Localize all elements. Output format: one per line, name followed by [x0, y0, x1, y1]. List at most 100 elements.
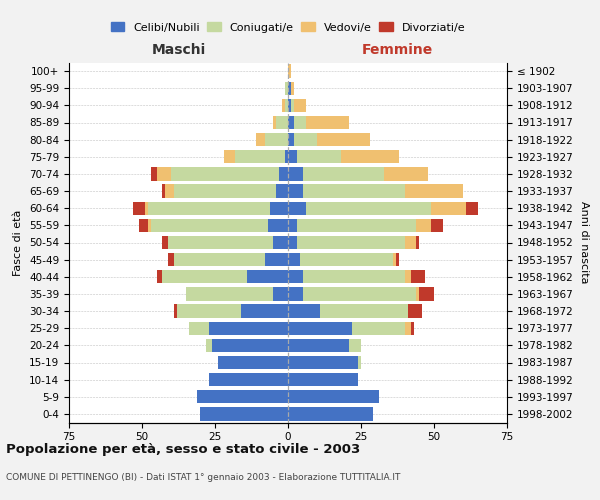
Bar	[288, 287, 302, 300]
Bar	[297, 236, 405, 249]
Bar	[302, 287, 416, 300]
Bar	[305, 202, 431, 215]
Bar	[341, 150, 399, 164]
Bar	[218, 356, 288, 369]
Bar	[148, 218, 151, 232]
Bar	[288, 150, 297, 164]
Bar	[288, 236, 297, 249]
Bar	[271, 202, 288, 215]
Bar	[206, 338, 212, 352]
Bar	[177, 304, 241, 318]
Bar	[282, 98, 285, 112]
Text: Femmine: Femmine	[362, 44, 433, 58]
Bar	[297, 150, 341, 164]
Y-axis label: Anni di nascita: Anni di nascita	[579, 201, 589, 284]
Bar	[299, 253, 393, 266]
Bar	[294, 98, 305, 112]
Bar	[163, 236, 168, 249]
Bar	[265, 133, 288, 146]
Bar	[288, 356, 358, 369]
Text: Maschi: Maschi	[151, 44, 206, 58]
Bar	[419, 287, 434, 300]
Bar	[294, 133, 317, 146]
Bar	[291, 82, 294, 95]
Bar	[288, 202, 305, 215]
Bar	[166, 184, 174, 198]
Bar	[197, 390, 288, 404]
Bar	[416, 287, 419, 300]
Bar	[212, 338, 288, 352]
Bar	[247, 270, 288, 283]
Bar	[317, 133, 370, 146]
Bar	[151, 167, 157, 180]
Bar	[302, 270, 405, 283]
Bar	[268, 218, 288, 232]
Bar	[297, 218, 416, 232]
Bar	[288, 116, 294, 129]
Bar	[288, 218, 297, 232]
Bar	[279, 167, 288, 180]
Bar	[163, 184, 166, 198]
Bar	[174, 253, 265, 266]
Bar	[405, 236, 416, 249]
Legend: Celibi/Nubili, Coniugati/e, Vedovi/e, Divorziati/e: Celibi/Nubili, Coniugati/e, Vedovi/e, Di…	[106, 18, 470, 37]
Y-axis label: Fasce di età: Fasce di età	[13, 210, 23, 276]
Bar	[396, 253, 399, 266]
Bar	[277, 116, 288, 129]
Bar	[358, 356, 361, 369]
Bar	[416, 236, 419, 249]
Bar	[274, 116, 277, 129]
Bar	[302, 167, 385, 180]
Bar	[305, 116, 349, 129]
Bar	[393, 253, 396, 266]
Bar	[174, 304, 177, 318]
Bar	[288, 373, 358, 386]
Bar	[288, 82, 291, 95]
Bar	[285, 150, 288, 164]
Bar	[265, 253, 288, 266]
Bar	[288, 407, 373, 420]
Bar	[288, 98, 291, 112]
Bar	[285, 98, 288, 112]
Bar	[385, 167, 428, 180]
Text: COMUNE DI PETTINENGO (BI) - Dati ISTAT 1° gennaio 2003 - Elaborazione TUTTITALIA: COMUNE DI PETTINENGO (BI) - Dati ISTAT 1…	[6, 472, 400, 482]
Bar	[274, 236, 288, 249]
Bar	[288, 304, 320, 318]
Bar	[148, 202, 271, 215]
Bar	[174, 184, 277, 198]
Bar	[405, 270, 410, 283]
Bar	[405, 322, 410, 335]
Bar	[288, 184, 302, 198]
Bar	[352, 322, 405, 335]
Bar	[288, 270, 302, 283]
Bar	[256, 133, 265, 146]
Bar	[288, 338, 349, 352]
Bar	[168, 236, 274, 249]
Bar	[189, 322, 209, 335]
Bar	[145, 202, 148, 215]
Bar	[285, 82, 288, 95]
Bar	[349, 338, 361, 352]
Bar	[157, 270, 163, 283]
Bar	[209, 322, 288, 335]
Bar	[431, 218, 443, 232]
Bar	[416, 218, 431, 232]
Bar	[235, 150, 285, 164]
Bar	[466, 202, 478, 215]
Bar	[139, 218, 148, 232]
Bar	[224, 150, 235, 164]
Bar	[288, 167, 302, 180]
Bar	[294, 116, 305, 129]
Bar	[431, 202, 466, 215]
Bar	[151, 218, 268, 232]
Bar	[163, 270, 247, 283]
Bar	[171, 167, 279, 180]
Bar	[288, 322, 352, 335]
Bar	[288, 253, 299, 266]
Bar	[200, 407, 288, 420]
Bar	[186, 287, 274, 300]
Bar	[288, 133, 294, 146]
Text: Popolazione per età, sesso e stato civile - 2003: Popolazione per età, sesso e stato civil…	[6, 442, 360, 456]
Bar	[168, 253, 174, 266]
Bar	[288, 390, 379, 404]
